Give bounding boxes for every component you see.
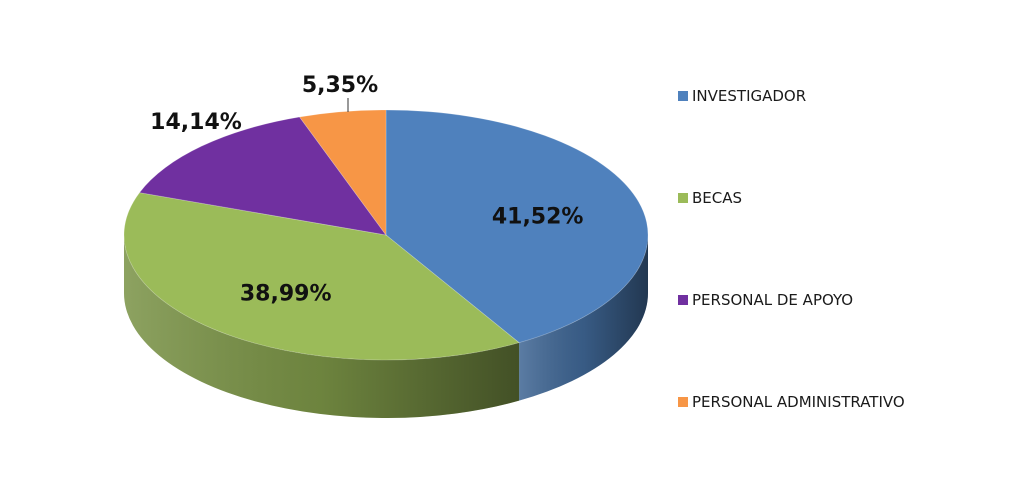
pie-slice-investigador: [385, 109, 649, 344]
pie-slice-becas: [123, 192, 520, 361]
legend-swatch-investigador: [678, 91, 688, 101]
pie-slices: [123, 109, 649, 361]
pie-data-labels: 41,52% 38,99% 14,14% 5,35%: [150, 73, 583, 307]
legend: INVESTIGADOR BECAS PERSONAL DE APOYO PERSON…: [678, 87, 905, 411]
data-label-personal-de-apoyo: 14,14%: [150, 110, 242, 135]
pie-side-walls: [124, 235, 648, 419]
legend-swatch-personal-de-apoyo: [678, 295, 688, 305]
pie-side-shade-becas: [124, 235, 520, 419]
legend-label-personal-administrativo: PERSONAL ADMINISTRATIVO: [692, 393, 905, 411]
legend-swatch-becas: [678, 193, 688, 203]
pie-slice-personal-de-apoyo: [138, 116, 387, 236]
data-label-investigador: 41,52%: [492, 204, 584, 229]
legend-label-personal-de-apoyo: PERSONAL DE APOYO: [692, 291, 853, 309]
pie-side-shade-investigador: [519, 235, 648, 401]
legend-label-investigador: INVESTIGADOR: [692, 87, 806, 105]
legend-swatch-personal-administrativo: [678, 397, 688, 407]
data-label-personal-administrativo: 5,35%: [302, 73, 378, 98]
pie-slice-personal-administrativo: [298, 109, 387, 237]
legend-label-becas: BECAS: [692, 189, 742, 207]
data-label-becas: 38,99%: [240, 282, 332, 307]
